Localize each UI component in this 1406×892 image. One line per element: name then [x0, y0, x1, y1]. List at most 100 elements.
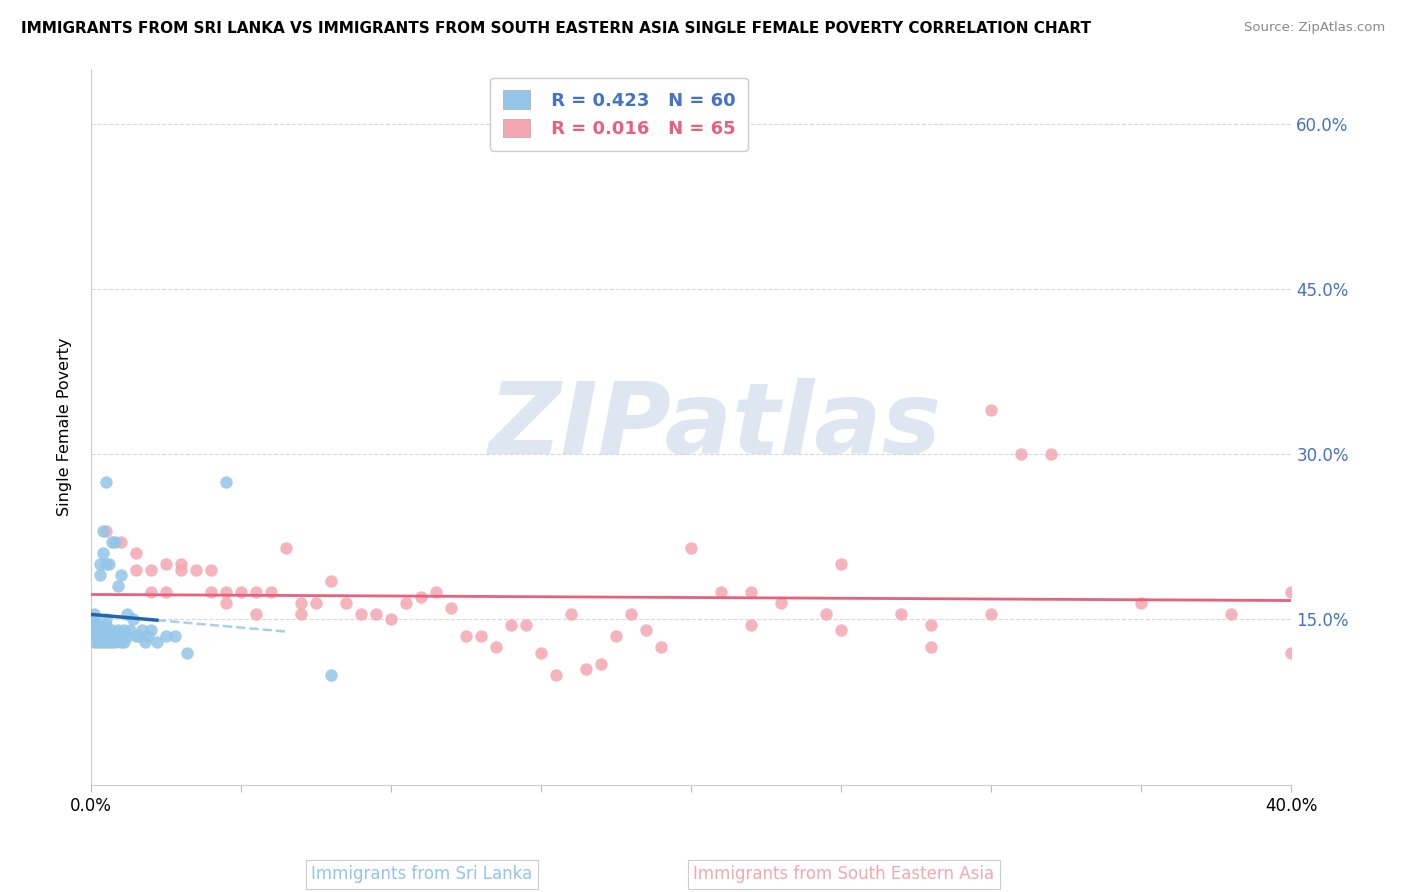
Point: [94, 629, 117, 643]
Point: [83, 634, 105, 648]
Point: [575, 662, 598, 676]
Point: [830, 624, 852, 638]
Point: [560, 607, 582, 621]
Point: [83, 607, 105, 621]
Point: [681, 541, 703, 555]
Point: [83, 629, 105, 643]
Point: [485, 640, 508, 654]
Point: [1040, 447, 1063, 461]
Point: [97, 558, 120, 572]
Point: [107, 579, 129, 593]
Point: [155, 585, 177, 599]
Point: [146, 634, 169, 648]
Point: [740, 618, 762, 632]
Point: [86, 634, 108, 648]
Point: [110, 568, 132, 582]
Point: [591, 657, 613, 671]
Point: [740, 585, 762, 599]
Point: [920, 618, 942, 632]
Point: [980, 403, 1002, 417]
Point: [115, 607, 138, 621]
Text: Immigrants from Sri Lanka: Immigrants from Sri Lanka: [311, 865, 533, 883]
Point: [515, 618, 537, 632]
Point: [110, 634, 132, 648]
Point: [650, 640, 672, 654]
Point: [1220, 607, 1243, 621]
Point: [530, 646, 553, 660]
Point: [86, 629, 108, 643]
Point: [104, 535, 127, 549]
Point: [200, 585, 222, 599]
Point: [118, 624, 141, 638]
Point: [364, 607, 387, 621]
Point: [110, 535, 132, 549]
Point: [163, 629, 186, 643]
Point: [101, 629, 124, 643]
Point: [94, 524, 117, 539]
Point: [229, 585, 252, 599]
Point: [110, 629, 132, 643]
Point: [170, 563, 193, 577]
Point: [122, 612, 145, 626]
Y-axis label: Single Female Poverty: Single Female Poverty: [58, 337, 72, 516]
Point: [319, 667, 342, 681]
Point: [200, 563, 222, 577]
Point: [97, 634, 120, 648]
Point: [305, 596, 328, 610]
Text: Immigrants from South Eastern Asia: Immigrants from South Eastern Asia: [693, 865, 994, 883]
Point: [170, 558, 193, 572]
Point: [620, 607, 643, 621]
Point: [245, 607, 267, 621]
Point: [94, 612, 117, 626]
Point: [830, 558, 852, 572]
Point: [125, 629, 148, 643]
Point: [1010, 447, 1032, 461]
Point: [139, 563, 162, 577]
Point: [91, 629, 114, 643]
Point: [128, 629, 150, 643]
Point: [89, 629, 111, 643]
Point: [112, 634, 135, 648]
Point: [710, 585, 733, 599]
Point: [260, 585, 283, 599]
Point: [215, 585, 238, 599]
Point: [91, 634, 114, 648]
Text: IMMIGRANTS FROM SRI LANKA VS IMMIGRANTS FROM SOUTH EASTERN ASIA SINGLE FEMALE PO: IMMIGRANTS FROM SRI LANKA VS IMMIGRANTS …: [21, 21, 1091, 36]
Point: [91, 624, 114, 638]
Point: [274, 541, 297, 555]
Point: [101, 535, 124, 549]
Point: [94, 475, 117, 489]
Point: [425, 585, 447, 599]
Point: [104, 634, 127, 648]
Point: [136, 629, 159, 643]
Point: [91, 524, 114, 539]
Point: [440, 601, 463, 615]
Point: [770, 596, 793, 610]
Point: [139, 585, 162, 599]
Point: [107, 624, 129, 638]
Point: [125, 563, 148, 577]
Point: [290, 596, 312, 610]
Point: [245, 585, 267, 599]
Point: [94, 634, 117, 648]
Point: [134, 634, 156, 648]
Point: [104, 629, 127, 643]
Point: [94, 618, 117, 632]
Point: [636, 624, 658, 638]
Point: [890, 607, 912, 621]
Point: [94, 558, 117, 572]
Point: [176, 646, 198, 660]
Legend:  R = 0.423   N = 60,  R = 0.016   N = 65: R = 0.423 N = 60, R = 0.016 N = 65: [491, 78, 748, 151]
Point: [112, 624, 135, 638]
Point: [131, 624, 153, 638]
Point: [215, 475, 238, 489]
Point: [380, 612, 402, 626]
Text: Source: ZipAtlas.com: Source: ZipAtlas.com: [1244, 21, 1385, 34]
Point: [1281, 646, 1303, 660]
Point: [89, 568, 111, 582]
Point: [980, 607, 1002, 621]
Point: [409, 591, 432, 605]
Point: [101, 624, 124, 638]
Point: [89, 558, 111, 572]
Point: [395, 596, 418, 610]
